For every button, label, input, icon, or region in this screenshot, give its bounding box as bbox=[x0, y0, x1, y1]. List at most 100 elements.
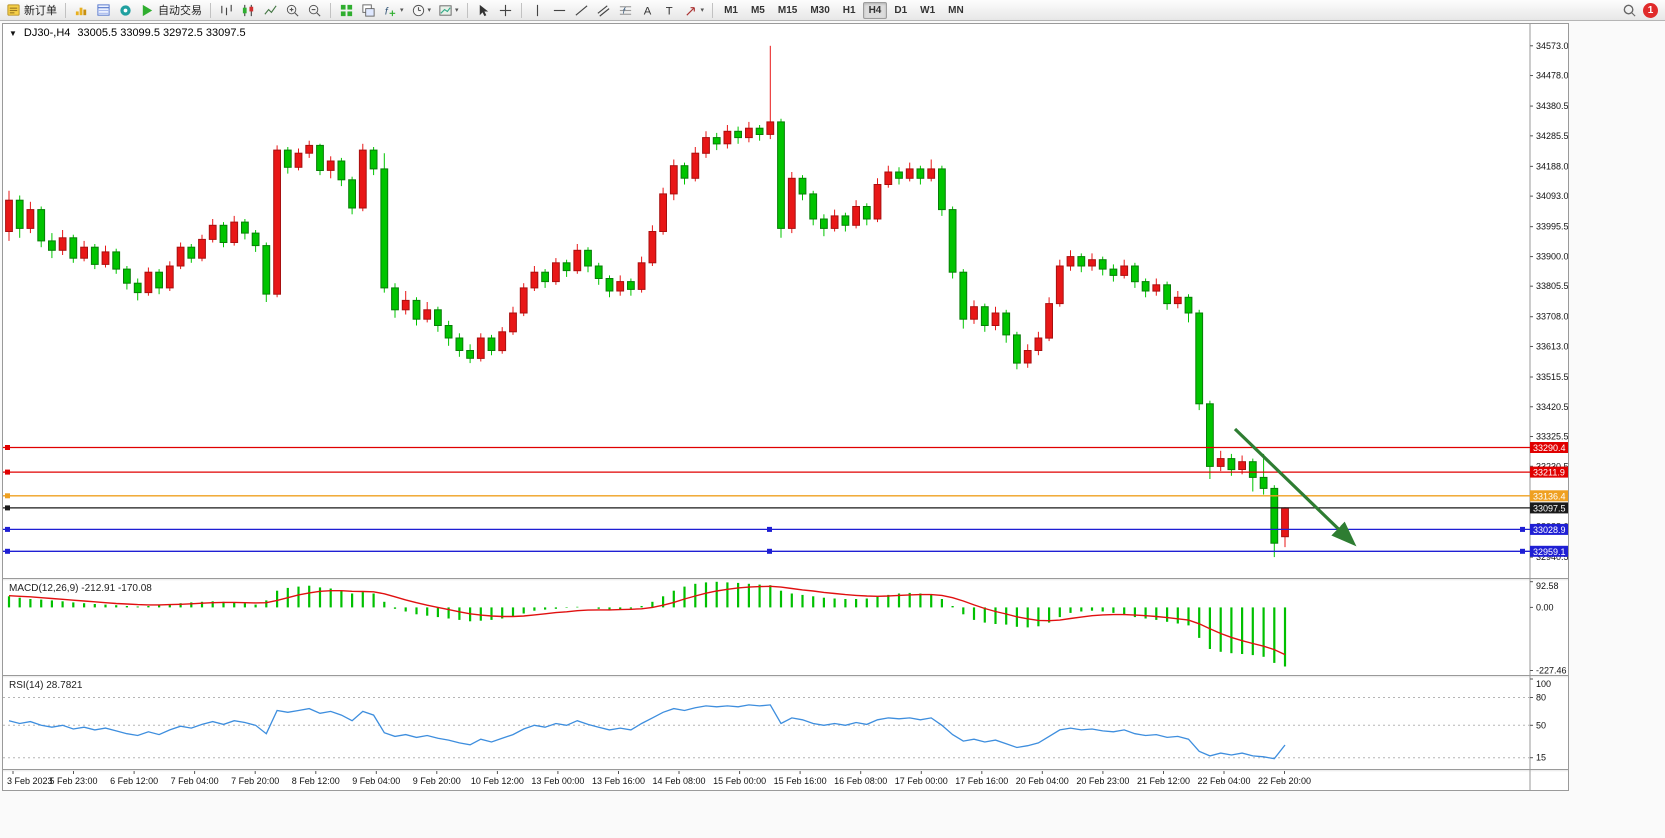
candle-body bbox=[594, 265, 603, 279]
line-handle[interactable] bbox=[5, 445, 10, 450]
timeframe-m1[interactable]: M1 bbox=[724, 4, 738, 16]
collapse-triangle-icon[interactable]: ▼ bbox=[9, 28, 17, 38]
text-tool-button[interactable]: A bbox=[637, 1, 658, 19]
toolbar-separator bbox=[210, 2, 211, 18]
svg-text:9 Feb 04:00: 9 Feb 04:00 bbox=[352, 776, 400, 786]
trend-arrow[interactable] bbox=[1233, 427, 1357, 547]
bar-chart-type-button[interactable] bbox=[216, 1, 237, 19]
timeframe-h1[interactable]: H1 bbox=[842, 4, 856, 16]
svg-text:33290.4: 33290.4 bbox=[1533, 443, 1566, 453]
timeframe-m15[interactable]: M15 bbox=[777, 4, 798, 16]
timeframe-mn[interactable]: MN bbox=[948, 4, 964, 16]
auto-trading-button[interactable]: 自动交易 bbox=[137, 1, 205, 19]
tile-windows-button[interactable] bbox=[336, 1, 357, 19]
candle-body bbox=[90, 246, 99, 265]
cursor-tool-button[interactable] bbox=[473, 1, 494, 19]
candle-body bbox=[519, 287, 528, 314]
candle-body bbox=[487, 337, 496, 351]
zoom-out-button[interactable] bbox=[304, 1, 325, 19]
candle-body bbox=[455, 337, 464, 351]
candle-body bbox=[176, 246, 185, 267]
bar-chart-type-icon bbox=[221, 4, 232, 15]
svg-text:5 Feb 23:00: 5 Feb 23:00 bbox=[49, 776, 97, 786]
candlestick-type-button[interactable] bbox=[238, 1, 259, 19]
search-icon[interactable] bbox=[1622, 3, 1637, 18]
channel-tool-button[interactable] bbox=[593, 1, 614, 19]
line-chart-type-button[interactable] bbox=[260, 1, 281, 19]
timeframe-m5[interactable]: M5 bbox=[750, 4, 765, 16]
svg-text:80: 80 bbox=[1536, 693, 1546, 703]
templates-button[interactable]: ▾ bbox=[435, 1, 462, 19]
market-watch-button[interactable] bbox=[71, 1, 92, 19]
timeframe-d1[interactable]: D1 bbox=[894, 4, 908, 16]
notification-badge[interactable]: 1 bbox=[1643, 2, 1658, 18]
svg-text:20 Feb 23:00: 20 Feb 23:00 bbox=[1076, 776, 1129, 786]
tile-windows-icon bbox=[340, 4, 353, 16]
line-handle[interactable] bbox=[767, 526, 772, 532]
timeframe-w1[interactable]: W1 bbox=[920, 4, 936, 16]
price-tags: 33290.4 33211.9 33136.4 33097.5 33028.9 32959… bbox=[1530, 442, 1568, 557]
candle-body bbox=[1120, 265, 1129, 276]
trendline-icon bbox=[575, 4, 588, 16]
candle-body bbox=[905, 168, 914, 179]
candle-body bbox=[262, 245, 271, 295]
svg-text:33995.5: 33995.5 bbox=[1536, 222, 1568, 232]
candle-body bbox=[841, 215, 850, 226]
indicators-icon: f bbox=[385, 6, 396, 17]
fibonacci-tool-button[interactable]: f bbox=[615, 1, 636, 19]
timeframe-m30[interactable]: M30 bbox=[810, 4, 830, 16]
candle-body bbox=[241, 221, 249, 234]
fibonacci-icon: f bbox=[619, 5, 631, 15]
svg-text:9 Feb 20:00: 9 Feb 20:00 bbox=[413, 776, 461, 786]
svg-text:15 Feb 00:00: 15 Feb 00:00 bbox=[713, 776, 766, 786]
candle-body bbox=[466, 350, 475, 359]
candle-body bbox=[1023, 350, 1032, 364]
toolbar-right-group: 1 bbox=[1622, 2, 1662, 18]
candle-body bbox=[1141, 281, 1150, 292]
cascade-windows-button[interactable] bbox=[358, 1, 379, 19]
candle-body bbox=[562, 262, 571, 272]
line-handle[interactable] bbox=[5, 526, 10, 532]
macd-signal-line bbox=[8, 585, 1286, 656]
svg-text:22 Feb 04:00: 22 Feb 04:00 bbox=[1197, 776, 1250, 786]
line-handle[interactable] bbox=[5, 548, 10, 554]
zoom-in-icon bbox=[286, 4, 299, 17]
timeframe-h4[interactable]: H4 bbox=[862, 1, 888, 19]
indicators-button[interactable]: f ▾ bbox=[380, 1, 407, 19]
svg-text:33230.5: 33230.5 bbox=[1536, 461, 1568, 471]
navigator-button[interactable] bbox=[115, 1, 136, 19]
market-watch-icon bbox=[75, 7, 87, 15]
svg-text:-227.46: -227.46 bbox=[1536, 666, 1567, 676]
data-window-button[interactable] bbox=[93, 1, 114, 19]
label-tool-button[interactable]: T bbox=[659, 1, 680, 19]
horizontal-line-tool-button[interactable] bbox=[549, 1, 570, 19]
chart-canvas[interactable]: 34573.0 34478.0 34380.5 34285.5 34188.0 34093… bbox=[3, 24, 1568, 790]
line-handle[interactable] bbox=[1520, 548, 1525, 554]
candle-body bbox=[1270, 487, 1279, 544]
candle-body bbox=[444, 325, 453, 339]
line-handle[interactable] bbox=[5, 469, 10, 475]
line-handle[interactable] bbox=[5, 493, 10, 499]
svg-text:17 Feb 00:00: 17 Feb 00:00 bbox=[895, 776, 948, 786]
zoom-in-button[interactable] bbox=[282, 1, 303, 19]
line-handle[interactable] bbox=[767, 548, 772, 554]
navigator-icon bbox=[120, 4, 131, 16]
candle-body bbox=[294, 152, 303, 168]
period-button[interactable]: ▾ bbox=[408, 1, 435, 19]
candle-body bbox=[605, 278, 614, 292]
candle-body bbox=[884, 171, 893, 185]
arrows-tool-button[interactable]: ▾ bbox=[681, 1, 708, 19]
vertical-line-tool-button[interactable] bbox=[527, 1, 548, 19]
candle-body bbox=[1055, 265, 1064, 305]
candle-body bbox=[509, 312, 517, 333]
line-handle[interactable] bbox=[5, 505, 10, 511]
svg-text:6 Feb 12:00: 6 Feb 12:00 bbox=[110, 776, 158, 786]
candle-body bbox=[26, 209, 35, 229]
trendline-tool-button[interactable] bbox=[571, 1, 592, 19]
new-order-button[interactable]: 新订单 bbox=[3, 1, 60, 19]
svg-text:33515.5: 33515.5 bbox=[1536, 372, 1568, 382]
crosshair-tool-button[interactable] bbox=[495, 1, 516, 19]
candle-body bbox=[573, 249, 582, 272]
line-handle[interactable] bbox=[1520, 526, 1525, 532]
candle-body bbox=[112, 251, 121, 270]
